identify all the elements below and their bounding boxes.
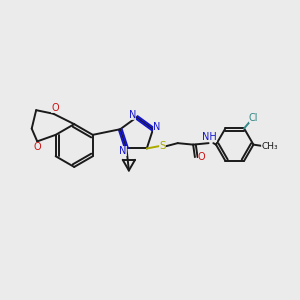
Text: O: O xyxy=(33,142,41,152)
Text: N: N xyxy=(154,122,161,132)
Text: N: N xyxy=(119,146,127,157)
Text: O: O xyxy=(198,152,205,161)
Text: Cl: Cl xyxy=(249,113,258,123)
Text: O: O xyxy=(51,103,59,113)
Text: NH: NH xyxy=(202,132,217,142)
Text: S: S xyxy=(160,140,166,151)
Text: N: N xyxy=(129,110,136,120)
Text: CH₃: CH₃ xyxy=(262,142,278,151)
